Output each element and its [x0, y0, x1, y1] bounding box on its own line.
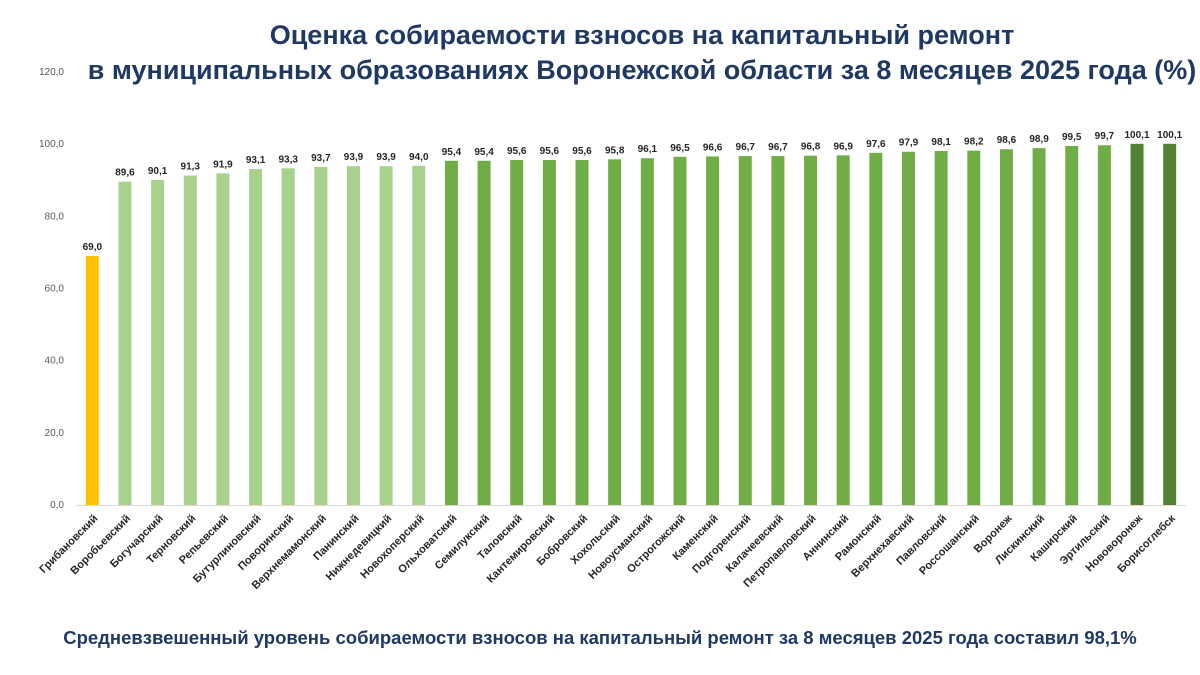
bar-value-label: 97,9 [899, 138, 919, 149]
category-label: Ольховатский [396, 513, 460, 577]
bar [85, 256, 99, 505]
bar-value-label: 96,7 [768, 142, 788, 153]
category-labels: ГрибановскийВоробьевскийБогучарскийТерно… [37, 512, 1178, 592]
bar-value-label: 98,9 [1029, 134, 1049, 145]
bar [1032, 148, 1046, 505]
bar [183, 175, 197, 505]
category-label: Калачеевский [724, 513, 786, 575]
bar [1130, 143, 1144, 505]
bar [967, 150, 981, 505]
bar-value-label: 95,6 [540, 146, 560, 157]
bar-value-label: 100,1 [1125, 130, 1150, 141]
summary-footer: Средневзвешенный уровень собираемости вз… [63, 627, 1137, 648]
bar [216, 173, 230, 505]
bar-value-label: 96,5 [670, 143, 690, 154]
bar [999, 149, 1013, 506]
category-label: Острогожский [625, 513, 688, 576]
category-label: Грибановский [37, 513, 100, 576]
bar-value-label: 96,7 [736, 142, 756, 153]
bar-value-label: 91,3 [181, 162, 201, 173]
bar-value-label: 93,9 [344, 152, 364, 163]
bar-value-label: 95,4 [442, 147, 462, 158]
bar-value-label: 98,1 [931, 137, 951, 148]
bar [379, 166, 393, 506]
bar-value-label: 95,4 [474, 147, 494, 158]
bar-value-label: 89,6 [115, 168, 135, 179]
bar-value-label: 91,9 [213, 159, 233, 170]
bar-value-label: 100,1 [1157, 130, 1182, 141]
bar [902, 151, 915, 505]
y-tick-label: 100,0 [39, 139, 64, 150]
bar-value-label: 96,9 [833, 141, 853, 152]
bar [281, 168, 295, 505]
chart-title-line1: Оценка собираемости взносов на капитальн… [269, 20, 1015, 50]
bar [706, 156, 720, 505]
bar [608, 159, 622, 506]
bar-value-label: 99,5 [1062, 132, 1082, 143]
chart-title-line2: в муниципальных образованиях Воронежской… [87, 55, 1197, 85]
category-label: Воробьевский [68, 513, 133, 578]
category-label: Подгоренский [690, 513, 753, 576]
bar [510, 160, 524, 505]
bar-value-label: 90,1 [148, 166, 168, 177]
bar-value-label: 95,6 [507, 146, 527, 157]
category-label: Борисоглебск [1115, 512, 1178, 575]
bar-value-label: 95,6 [572, 146, 592, 157]
bar-value-label: 97,6 [866, 139, 886, 150]
value-labels: 69,0 89,6 90,1 91,3 91,9 93,1 93,3 93,7 93,9 93,9… [83, 130, 1183, 253]
bar-value-label: 96,8 [801, 142, 821, 153]
bar [934, 151, 948, 505]
bar [836, 155, 850, 506]
bar [477, 160, 491, 505]
bar-value-label: 69,0 [83, 242, 103, 253]
bar [673, 156, 687, 505]
bar [412, 165, 426, 506]
bar-value-label: 95,8 [605, 145, 625, 156]
bar-value-label: 93,9 [376, 152, 396, 163]
bars [85, 143, 1177, 506]
y-tick-label: 60,0 [45, 284, 65, 295]
bar-value-label: 94,0 [409, 152, 429, 163]
y-tick-label: 40,0 [45, 356, 65, 367]
bar [347, 166, 360, 506]
category-label: Нововоронеж [1083, 513, 1145, 575]
bar [314, 166, 328, 505]
bar-value-label: 96,6 [703, 142, 723, 153]
bar-value-label: 93,7 [311, 153, 331, 164]
bar [444, 160, 458, 505]
bar-value-label: 98,2 [964, 137, 984, 148]
bar [738, 156, 752, 506]
bar [151, 179, 165, 505]
bar [771, 156, 785, 506]
bar [640, 158, 654, 505]
bar [1065, 145, 1079, 506]
bar [575, 160, 589, 505]
bar [1163, 143, 1177, 505]
y-tick-label: 0,0 [50, 500, 64, 511]
bar-value-label: 93,3 [278, 154, 298, 165]
y-tick-label: 20,0 [45, 428, 65, 439]
category-label: Россошанский [917, 513, 982, 578]
bar [118, 181, 132, 505]
bar [1097, 145, 1111, 506]
y-axis: 0,0 20,0 40,0 60,0 80,0 100,0 120,0 [39, 67, 64, 511]
bar [249, 169, 263, 506]
bar [804, 155, 818, 506]
bar [869, 152, 883, 505]
bar-value-label: 99,7 [1095, 131, 1115, 142]
bar-value-label: 96,1 [638, 144, 658, 155]
y-tick-label: 120,0 [39, 67, 64, 78]
y-tick-label: 80,0 [45, 211, 65, 222]
bar [542, 160, 556, 505]
bar-value-label: 98,6 [997, 135, 1017, 146]
bar-value-label: 93,1 [246, 155, 266, 166]
